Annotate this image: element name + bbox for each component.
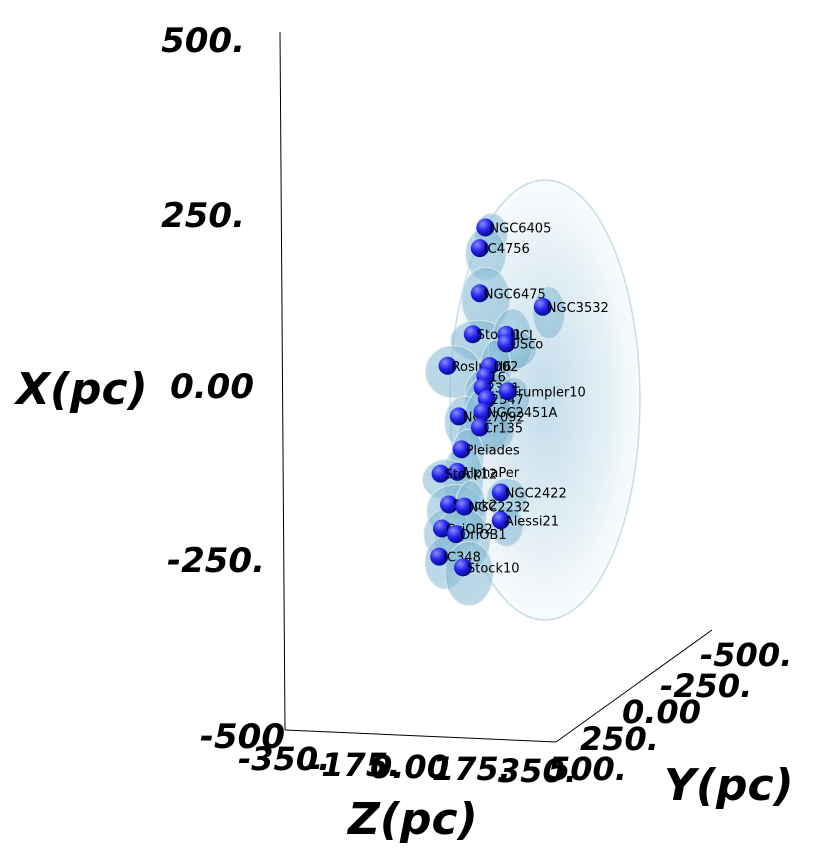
cluster-point (533, 297, 552, 316)
cluster-label: NGC6475 (484, 287, 546, 302)
x-tick-label: 0.00 (170, 367, 254, 407)
cluster-label: IC4756 (484, 242, 530, 257)
cluster-point (430, 547, 449, 566)
cluster-markers: NGC6405IC4756NGC6475Stock1NGC3532UCLUSco… (430, 218, 609, 577)
z-tick-label: 175. (432, 750, 511, 788)
cluster-label: Trumpler10 (511, 385, 586, 400)
x-tick-label: -500 (200, 717, 285, 757)
z-axis-title: Z(pc) (346, 794, 478, 845)
cluster-label: 002 (494, 360, 519, 375)
cluster-label: Pleiades (466, 443, 520, 458)
cluster-point (433, 519, 451, 538)
y-tick-label: -500. (700, 636, 792, 674)
y-tick-label: 0.00 (622, 693, 701, 731)
y-tick-label: 250. (580, 720, 659, 758)
z-axis-line (284, 729, 557, 743)
cluster-label: Stock12 (445, 468, 498, 483)
cluster-label: UCL (510, 329, 537, 344)
cluster-point (449, 407, 468, 426)
cluster-point (455, 497, 474, 516)
z-axis-ticks: -350. -175. 0.00 175. 350. (238, 740, 577, 790)
cluster-label: NGC6405 (489, 221, 551, 236)
y-tick-label: -250. (660, 667, 752, 705)
y-axis-title: Y(pc) (664, 760, 794, 811)
cluster-point (476, 218, 495, 237)
cluster-point (463, 325, 482, 344)
cluster-point (470, 239, 489, 258)
cluster-label: NGC3532 (547, 301, 609, 316)
cluster-point (454, 558, 472, 577)
y-axis-line (555, 629, 713, 743)
cluster-point (497, 334, 516, 353)
cluster-point (452, 440, 471, 459)
cluster-label: Stock10 (467, 561, 520, 576)
cluster-label: Cr135 (484, 421, 523, 436)
cluster-point (491, 511, 510, 530)
cluster-point (431, 464, 450, 483)
y-axis-ticks: -500. -250. 0.00 250. 500. (548, 636, 792, 788)
x-axis-title: X(pc) (13, 364, 148, 415)
cluster-label: IC348 (443, 551, 481, 566)
x-axis-ticks: 500. 250. 0.00 -250. -500 (161, 21, 285, 757)
x-tick-label: 250. (161, 196, 245, 236)
z-tick-label: -175. (308, 746, 400, 784)
cluster-label: Alessi21 (505, 514, 559, 529)
cluster-point (491, 483, 510, 502)
cluster-label: NGC2232 (468, 501, 530, 516)
cluster-label: USco (510, 337, 543, 352)
cluster-point (440, 495, 458, 514)
x-axis-line (279, 31, 286, 731)
cluster-label: NGC2451A (487, 406, 558, 421)
cluster-point (473, 402, 492, 421)
cluster-label: 16 (489, 370, 506, 385)
x-tick-label: -250. (167, 541, 265, 581)
cluster-point (498, 382, 517, 401)
cluster-label: 2547 (491, 393, 524, 408)
cluster-point (470, 284, 489, 303)
z-tick-label: -350. (238, 740, 330, 778)
z-tick-label: 350. (498, 752, 577, 790)
cluster-label: NGC2422 (505, 486, 567, 501)
cluster-point (447, 525, 465, 544)
x-tick-label: 500. (161, 21, 245, 61)
cluster-point (448, 462, 467, 481)
z-tick-label: 0.00 (370, 748, 449, 786)
cluster-point (438, 356, 457, 375)
y-tick-label: 500. (548, 750, 627, 788)
cluster-label: AlphaPer (461, 466, 519, 481)
cluster-label: OriOB1 (460, 528, 507, 543)
cluster-point (470, 418, 489, 437)
